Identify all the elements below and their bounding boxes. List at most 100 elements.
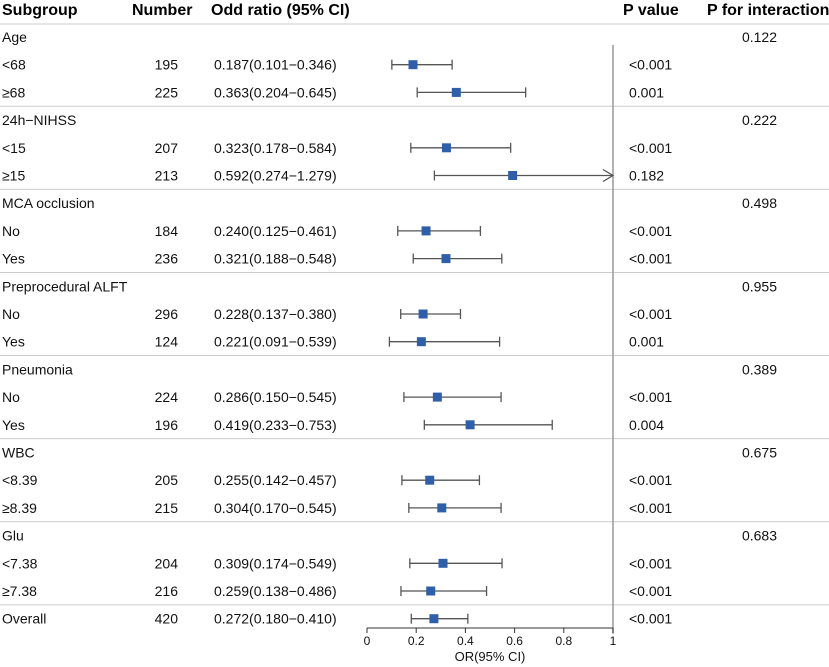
point-estimate [408, 60, 418, 70]
table-row: ≥68 225 0.363(0.204−0.645) 0.001 [2, 84, 664, 100]
x-tick-label: 0.6 [506, 634, 523, 648]
table-row: <7.38 204 0.309(0.174−0.549) <0.001 [2, 555, 672, 571]
point-estimate [465, 420, 475, 430]
p-interaction-value: 0.389 [742, 361, 777, 377]
p-value: <0.001 [629, 57, 672, 73]
sample-size: 225 [155, 84, 179, 100]
group-label: Preprocedural ALFT [2, 278, 128, 294]
p-interaction-value: 0.122 [742, 29, 777, 45]
p-value: 0.001 [629, 84, 664, 100]
group-label: MCA occlusion [2, 195, 95, 211]
header-number: Number [132, 2, 192, 19]
ci-mark [410, 142, 512, 153]
table-row: Yes 196 0.419(0.233−0.753) 0.004 [2, 417, 664, 433]
group-5: WBC 0.675 <8.39 205 0.255(0.142−0.457) <0.001… [2, 445, 777, 516]
table-row: ≥8.39 215 0.304(0.170−0.545) <0.001 [2, 500, 672, 516]
ci-overflow-arrow [602, 168, 615, 183]
table-row: No 296 0.228(0.137−0.380) <0.001 [2, 306, 672, 322]
subgroup-label: <7.38 [2, 555, 38, 571]
point-estimate [425, 475, 435, 485]
ci-mark [391, 59, 453, 70]
header-subgroup: Subgroup [2, 2, 78, 19]
table-row: ≥7.38 216 0.259(0.138−0.486) <0.001 [2, 583, 672, 599]
table-row: No 184 0.240(0.125−0.461) <0.001 [2, 223, 672, 239]
ci-mark [388, 336, 501, 347]
p-interaction-value: 0.675 [742, 445, 777, 461]
odds-ratio-ci: 0.304(0.170−0.545) [214, 500, 337, 516]
column-headers: Subgroup Number Odd ratio (95% CI) P val… [2, 2, 829, 19]
group-4: Pneumonia 0.389 No 224 0.286(0.150−0.545) <0.… [2, 361, 777, 432]
sample-size: 196 [155, 417, 179, 433]
row-dividers [0, 23, 829, 606]
group-label: Age [2, 29, 27, 45]
group-6: Glu 0.683 <7.38 204 0.309(0.174−0.549) <0.001… [2, 528, 777, 599]
p-value: 0.001 [629, 334, 664, 350]
p-value: <0.001 [629, 583, 672, 599]
group-3: Preprocedural ALFT 0.955 No 296 0.228(0.137−… [2, 278, 777, 349]
group-label: WBC [2, 445, 35, 461]
odds-ratio-ci: 0.255(0.142−0.457) [214, 472, 337, 488]
sample-size: 213 [155, 168, 179, 184]
ci-mark [401, 475, 481, 486]
p-interaction-value: 0.222 [742, 112, 777, 128]
odds-ratio-ci: 0.187(0.101−0.346) [214, 57, 337, 73]
p-value: 0.004 [629, 417, 664, 433]
p-value: 0.182 [629, 168, 664, 184]
group-label: Glu [2, 528, 24, 544]
subgroup-label: ≥8.39 [2, 500, 37, 516]
point-estimate [416, 337, 426, 347]
subgroup-label: ≥68 [2, 84, 25, 100]
x-axis-ticks: 0 0.2 0.4 0.6 0.8 1 [364, 628, 617, 648]
x-tick-label: 0.4 [457, 634, 474, 648]
ci-mark [433, 168, 615, 183]
odds-ratio-ci: 0.321(0.188−0.548) [214, 251, 337, 267]
ci-mark [412, 253, 503, 264]
ci-mark [400, 309, 462, 319]
header-p-value: P value [623, 2, 679, 19]
subgroup-label: Yes [2, 251, 25, 267]
point-estimate [418, 309, 428, 319]
x-tick-label: 0.8 [555, 634, 572, 648]
sample-size: 236 [155, 251, 179, 267]
odds-ratio-ci: 0.221(0.091−0.539) [214, 334, 337, 350]
subgroup-label: No [2, 306, 20, 322]
p-value: <0.001 [629, 611, 672, 627]
x-axis-label: OR(95% CI) [455, 649, 526, 664]
header-p-interaction: P for interaction [707, 2, 829, 19]
point-estimate [421, 226, 431, 236]
p-value: <0.001 [629, 251, 672, 267]
odds-ratio-ci: 0.323(0.178−0.584) [214, 140, 337, 156]
subgroup-label: Yes [2, 417, 25, 433]
p-value: <0.001 [629, 500, 672, 516]
group-2: MCA occlusion 0.498 No 184 0.240(0.125−0.461… [2, 195, 777, 266]
table-row: <68 195 0.187(0.101−0.346) <0.001 [2, 57, 672, 73]
subgroup-label: ≥7.38 [2, 583, 37, 599]
sample-size: 207 [155, 140, 179, 156]
subgroup-label: <15 [2, 140, 26, 156]
odds-ratio-ci: 0.272(0.180−0.410) [214, 611, 337, 627]
group-0: Age 0.122 <68 195 0.187(0.101−0.346) <0.001 ≥6… [2, 29, 777, 100]
table-row: Yes 124 0.221(0.091−0.539) 0.001 [2, 334, 664, 350]
sample-size: 195 [155, 57, 179, 73]
ci-mark [416, 87, 527, 98]
subgroup-label: No [2, 389, 20, 405]
odds-ratio-ci: 0.286(0.150−0.545) [214, 389, 337, 405]
subgroup-label: Yes [2, 334, 25, 350]
odds-ratio-ci: 0.419(0.233−0.753) [214, 417, 337, 433]
sample-size: 296 [155, 306, 179, 322]
ci-mark [400, 586, 488, 596]
subgroup-label: ≥15 [2, 168, 25, 184]
p-value: <0.001 [629, 306, 672, 322]
table-row: Yes 236 0.321(0.188−0.548) <0.001 [2, 251, 672, 267]
p-value: <0.001 [629, 389, 672, 405]
odds-ratio-ci: 0.592(0.274−1.279) [214, 168, 337, 184]
group-label: Pneumonia [2, 361, 73, 377]
subgroup-label: <68 [2, 57, 26, 73]
odds-ratio-ci: 0.309(0.174−0.549) [214, 555, 337, 571]
point-estimate [438, 558, 448, 568]
overall-ci-mark [410, 613, 469, 624]
x-tick-label: 0 [364, 634, 371, 648]
odds-ratio-ci: 0.240(0.125−0.461) [214, 223, 337, 239]
point-estimate [429, 614, 439, 624]
